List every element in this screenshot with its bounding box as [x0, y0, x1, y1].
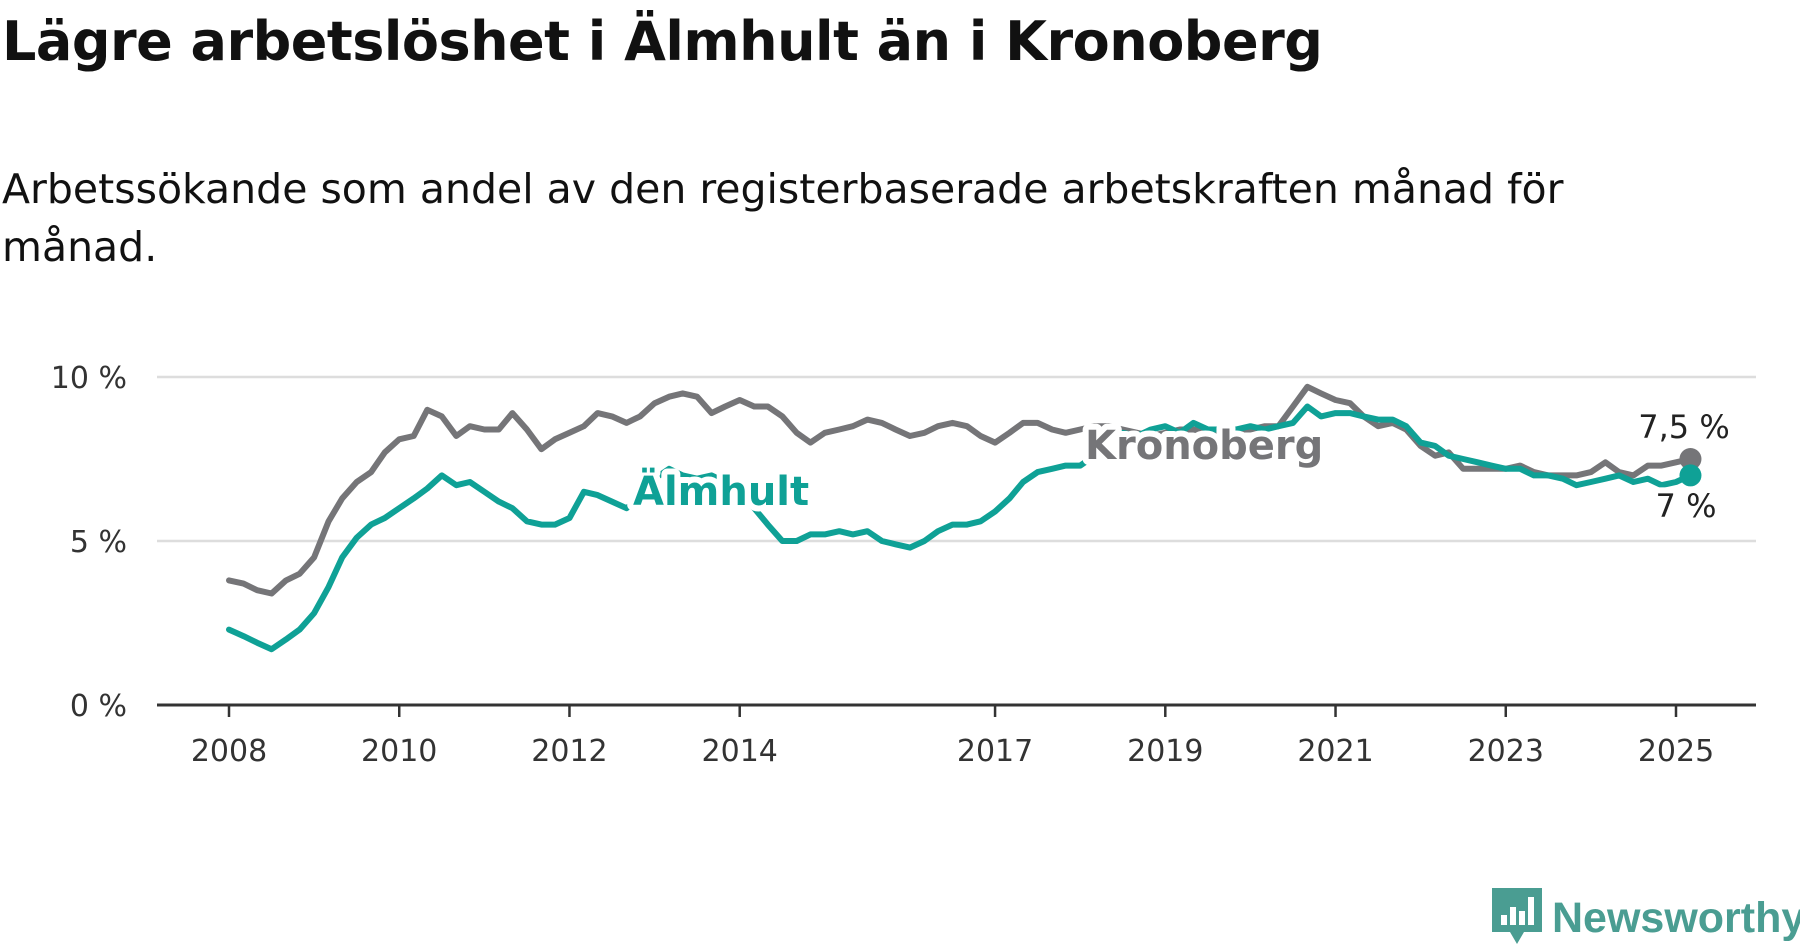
x-tick-label: 2008	[191, 734, 267, 769]
logo-text: Newsworthy	[1552, 893, 1800, 942]
chart-subtitle: Arbetssökande som andel av den registerb…	[2, 165, 1564, 271]
end-label-almhult: 7 %	[1656, 487, 1717, 525]
end-point-kronoberg	[1679, 448, 1702, 470]
x-tick-label: 2021	[1297, 734, 1373, 769]
newsworthy-bar-chart-icon	[1492, 888, 1542, 944]
series-line-kronoberg	[226, 383, 1694, 597]
x-tick-label: 2025	[1638, 734, 1714, 769]
end-point-almhult	[1679, 464, 1702, 487]
series-line-almhult	[226, 403, 1694, 653]
x-tick-label: 2010	[361, 734, 437, 769]
chart-title: Lägre arbetslöshet i Älmhult än i Kronob…	[2, 10, 1323, 73]
newsworthy-logo: Newsworthy	[1492, 888, 1800, 948]
line-chart: 0 % 5 % 10 % 2008 2010 2012 2014 2017 2019 2021 20…	[51, 361, 1756, 769]
end-label-kronoberg: 7,5 %	[1638, 408, 1729, 446]
y-tick-label: 10 %	[51, 361, 127, 396]
x-tick-label: 2012	[531, 734, 607, 769]
y-tick-label: 5 %	[70, 525, 127, 560]
x-tick-label: 2023	[1468, 734, 1544, 769]
series-label-almhult: Älmhult	[633, 467, 809, 515]
y-tick-label: 0 %	[70, 689, 127, 724]
series-label-kronoberg: Kronoberg	[1085, 423, 1323, 469]
x-tick-label: 2019	[1127, 734, 1203, 769]
x-tick-label: 2017	[957, 734, 1033, 769]
x-tick-label: 2014	[702, 734, 778, 769]
